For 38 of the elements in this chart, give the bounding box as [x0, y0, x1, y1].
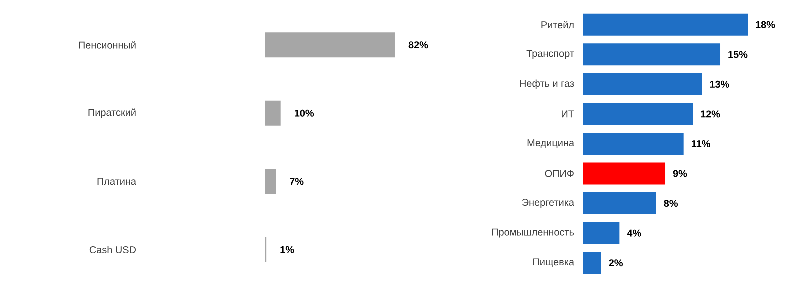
data-label: 10%	[295, 110, 314, 117]
y-tick-label: Энергетика	[522, 199, 574, 208]
data-label: 18%	[756, 21, 776, 28]
bar	[583, 162, 666, 185]
bar	[583, 222, 620, 244]
y-tick-label: Ритейл	[542, 21, 574, 29]
y-tick-label: Транспорт	[526, 50, 574, 60]
bar	[583, 133, 684, 156]
y-tick-label: Нефть и газ	[520, 80, 574, 90]
bar	[265, 32, 395, 58]
y-tick-label: Cash USD	[90, 246, 136, 254]
bar	[265, 169, 276, 194]
data-label: 2%	[609, 260, 623, 267]
y-tick-label: Пиратский	[88, 108, 136, 118]
y-tick-label: ИТ	[562, 110, 574, 118]
y-tick-label: Пенсионный	[79, 41, 136, 49]
data-label: 15%	[728, 51, 748, 58]
data-label: 1%	[280, 246, 294, 254]
data-label: 82%	[408, 42, 428, 49]
bar	[265, 100, 281, 126]
y-tick-label: Промышленность	[492, 228, 574, 238]
y-tick-label: ОПИФ	[545, 170, 574, 178]
data-label: 9%	[673, 170, 688, 178]
bar	[583, 73, 702, 96]
y-tick-label: Платина	[98, 178, 136, 186]
data-label: 13%	[710, 80, 730, 88]
data-label: 11%	[692, 140, 710, 148]
y-tick-label: Пищевка	[534, 258, 574, 268]
bar	[583, 103, 694, 126]
data-label: 7%	[290, 178, 304, 186]
data-label: 4%	[627, 230, 642, 237]
data-label: 8%	[664, 200, 678, 208]
bar	[583, 192, 656, 215]
bar	[583, 252, 602, 274]
y-tick-label: Медицина	[528, 140, 574, 148]
bar	[583, 44, 721, 66]
bar	[583, 14, 748, 36]
data-label: 12%	[701, 110, 720, 118]
